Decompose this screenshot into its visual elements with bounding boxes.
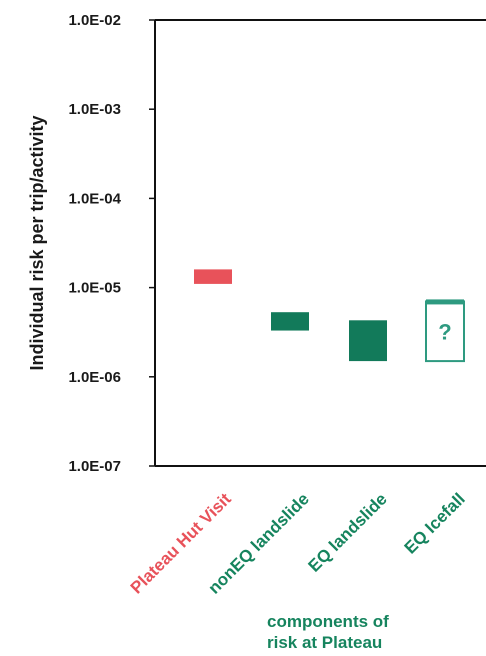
y-tick-label: 1.0E-06 (68, 369, 121, 386)
category-label: EQ landslide (305, 489, 391, 575)
y-tick-label: 1.0E-04 (68, 190, 121, 207)
y-tick-label: 1.0E-07 (68, 458, 121, 475)
category-label: EQ Icefall (401, 489, 469, 557)
annotation-line-1: components of (267, 612, 389, 631)
y-tick-label: 1.0E-03 (68, 101, 121, 118)
range-bar-1 (271, 312, 309, 331)
range-bars: ? (194, 269, 465, 363)
y-tick-label: 1.0E-05 (68, 280, 121, 297)
chart-axes (154, 19, 486, 467)
y-tick-group: 1.0E-02 1.0E-03 1.0E-04 1.0E-05 1.0E-06 1.0E-… (68, 12, 155, 475)
range-bar-cap (426, 299, 464, 305)
y-axis-label: Individual risk per trip/activity (27, 115, 47, 370)
y-tick-label: 1.0E-02 (68, 12, 121, 29)
range-bar-2 (349, 320, 387, 362)
annotation-line-2: risk at Plateau (267, 633, 382, 652)
range-bar-0 (194, 269, 232, 284)
unknown-marker: ? (438, 319, 451, 344)
